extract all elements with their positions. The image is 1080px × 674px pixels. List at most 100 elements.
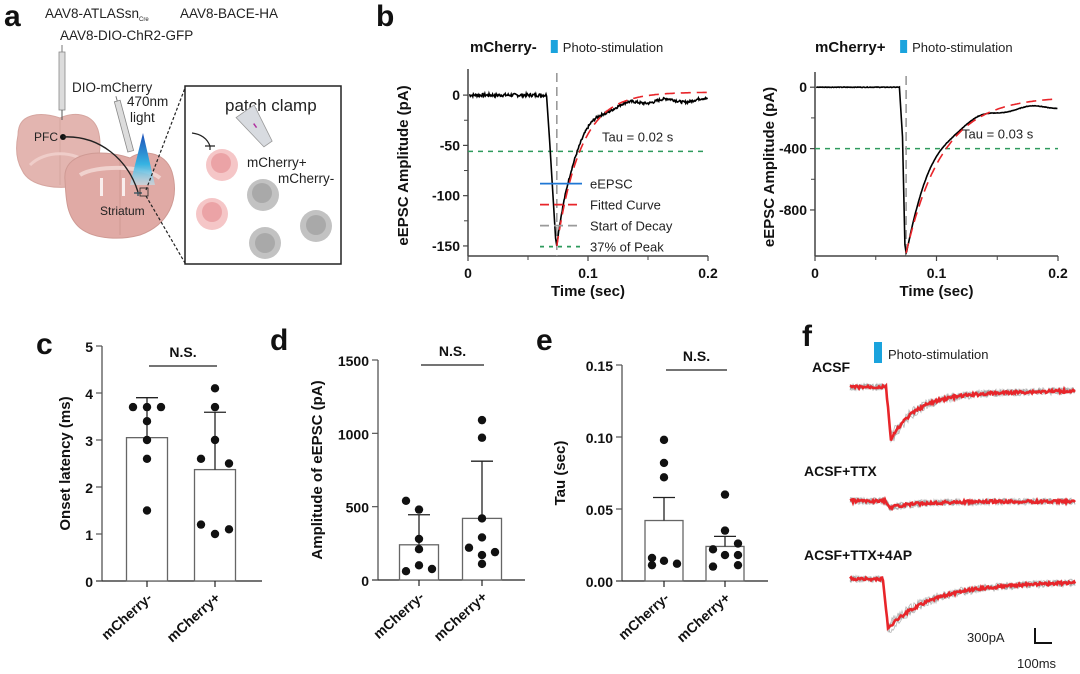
y-tick-label: -400 (779, 141, 807, 157)
data-point (708, 545, 718, 554)
patch-clamp-inset: patch clamp mCherry+ mCherry- (184, 85, 342, 265)
y-axis-title: Tau (sec) (552, 441, 569, 506)
y-tick-label: 1 (85, 527, 93, 543)
data-point (477, 533, 487, 542)
panel-letter-d: d (270, 324, 289, 357)
x-tick-label: 0 (811, 265, 819, 281)
data-point (414, 534, 424, 544)
photo-stimulation-label: Photo-stimulation (563, 40, 663, 55)
data-point (477, 433, 487, 442)
data-point (659, 473, 669, 482)
zoom-line-top (145, 87, 186, 191)
y-tick-label: 4 (85, 386, 93, 402)
y-tick-label: -800 (779, 202, 807, 218)
scale-bar (1034, 628, 1052, 644)
data-point (733, 560, 743, 570)
chart-title: mCherry+ (815, 39, 886, 56)
chart-e-tau: 0.00 0.05 0.10 0.15 Tau (sec) mCherry-mCherry… (552, 348, 768, 645)
panel-letter-f: f (802, 320, 812, 353)
x-tick-label-mCherry+: mCherry+ (163, 589, 223, 645)
trace-label: ACSF+TTX+4AP (804, 547, 912, 563)
tau-annotation: Tau = 0.03 s (962, 127, 1034, 142)
y-tick-label: -50 (440, 137, 460, 153)
y-tick-label: 1000 (338, 426, 369, 442)
data-point (210, 435, 220, 445)
significance-label: N.S. (169, 344, 196, 360)
x-tick-label: 0.1 (578, 265, 598, 281)
dio-mcherry-label: DIO-mCherry (72, 80, 152, 95)
y-tick-label: 0.05 (586, 502, 613, 518)
y-tick-label: 0 (361, 573, 369, 589)
y-axis-title: Onset latency (ms) (57, 396, 74, 530)
chart-f-traces: Photo-stimulation ACSF ACSF+TTX ACSF+TTX+4A… (804, 342, 1077, 671)
vector-chr2-label: AAV8-DIO-ChR2-GFP (60, 28, 193, 43)
x-tick-label: 0.2 (1048, 265, 1068, 281)
data-point (142, 402, 152, 412)
x-tick-label: 0 (464, 265, 472, 281)
y-tick-label: -100 (432, 188, 460, 204)
data-point (142, 417, 152, 426)
x-tick-label-mCherry-: mCherry- (370, 588, 427, 642)
mcherry-neg-label: mCherry- (278, 171, 334, 186)
data-point (720, 550, 730, 560)
tau-annotation: Tau = 0.02 s (602, 129, 674, 144)
y-tick-label: 2 (85, 480, 93, 496)
projection-line (62, 136, 139, 193)
data-point (427, 564, 437, 574)
light-beam-icon (130, 133, 155, 185)
data-point (401, 567, 411, 576)
legend-label: eEPSC (590, 177, 633, 192)
vector-atlas-label: AAV8-ATLASsnCre (45, 6, 149, 23)
data-point (142, 506, 152, 515)
panel-a-schematic: AAV8-ATLASsnCre AAV8-BACE-HA AAV8-DIO-Ch… (16, 6, 342, 265)
photo-stimulation-marker (900, 40, 908, 53)
data-point (210, 384, 220, 393)
data-point (659, 458, 669, 468)
light-label-2: light (130, 110, 155, 125)
syringe-2-icon (113, 96, 135, 153)
photo-stimulation-label: Photo-stimulation (912, 40, 1012, 55)
data-point (733, 539, 743, 548)
y-tick-label: -150 (432, 238, 460, 254)
panel-letter-e: e (536, 324, 553, 357)
scale-bar-y-label: 300pA (967, 630, 1005, 645)
y-axis-title: eEPSC Amplitude (pA) (761, 87, 778, 247)
data-point (142, 435, 152, 445)
data-point (708, 562, 718, 571)
data-point (224, 525, 234, 534)
data-point (414, 545, 424, 554)
data-point (156, 402, 166, 412)
striatum-brain-slice (64, 152, 175, 239)
legend-label: Start of Decay (590, 219, 673, 234)
chart-d-amplitude: 0 500 1000 1500 Amplitude of eEPSC (pA) mCher… (309, 343, 525, 644)
data-point (224, 459, 234, 468)
y-tick-label: 3 (85, 433, 93, 449)
fitted-curve (556, 91, 707, 247)
trace-label: ACSF (812, 359, 851, 375)
bar-mCherry- (644, 519, 684, 582)
data-point (720, 526, 730, 535)
pfc-label: PFC (34, 130, 58, 144)
data-point (647, 560, 657, 570)
patch-pipette-icon (235, 104, 273, 148)
x-axis-title: Time (sec) (551, 283, 625, 300)
chart-b-mcherry-pos: mCherry+ Photo-stimulation 0 0.1 0.2 0 -400 -80… (761, 39, 1068, 300)
chart-b-mcherry-neg: mCherry- Photo-stimulation 0 0.1 0.2 0 -50 -100… (395, 39, 718, 300)
y-tick-label: 0.10 (586, 430, 613, 446)
eepsc-trace (815, 85, 1058, 256)
data-point (659, 556, 669, 566)
x-tick-label-mCherry-: mCherry- (615, 589, 672, 643)
data-point (210, 402, 220, 412)
x-axis-title: Time (sec) (900, 283, 974, 300)
x-tick-label-mCherry+: mCherry+ (430, 588, 490, 644)
data-point (672, 559, 682, 568)
x-tick-label: 0.1 (927, 265, 947, 281)
mean-trace (849, 575, 1077, 631)
mean-trace (849, 495, 1076, 512)
data-point (464, 543, 474, 552)
photo-stimulation-label: Photo-stimulation (888, 347, 988, 362)
data-point (733, 550, 743, 560)
eepsc-trace (468, 90, 709, 247)
data-point (477, 514, 487, 523)
y-tick-label: 1500 (338, 353, 369, 369)
